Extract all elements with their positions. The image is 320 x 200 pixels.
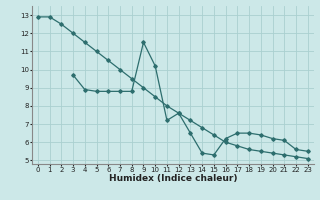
- X-axis label: Humidex (Indice chaleur): Humidex (Indice chaleur): [108, 174, 237, 183]
